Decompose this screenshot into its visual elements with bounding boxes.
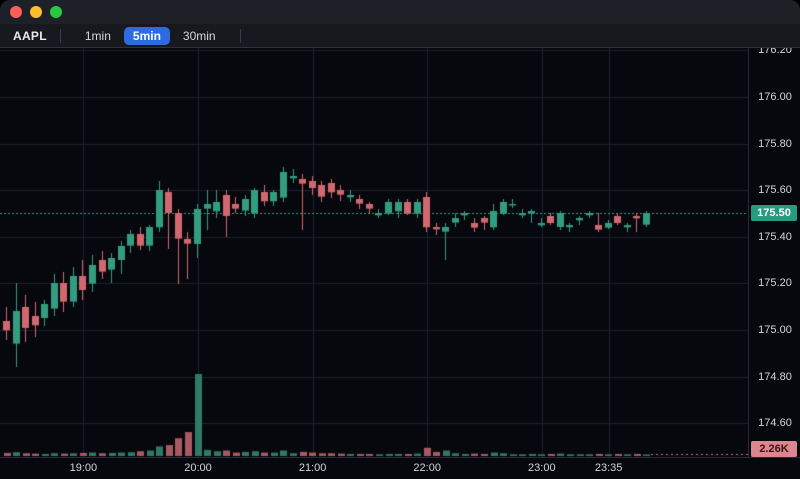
price-tick-label: 175.60 xyxy=(758,184,792,197)
toolbar-divider xyxy=(59,28,61,43)
time-tick-label: 23:35 xyxy=(594,462,623,474)
time-tick-label: 21:00 xyxy=(298,462,327,474)
price-tick-label: 175.80 xyxy=(758,137,792,150)
last-volume-badge: 2.26K xyxy=(751,441,797,457)
timeframe-button-30min[interactable]: 30min xyxy=(174,27,225,45)
timeframe-button-1min[interactable]: 1min xyxy=(76,27,120,45)
time-tick-label: 20:00 xyxy=(184,462,212,474)
candlestick-chart-canvas[interactable] xyxy=(0,48,748,457)
close-button[interactable] xyxy=(10,6,22,18)
price-tick-label: 175.20 xyxy=(758,277,792,290)
last-price-badge: 175.50 xyxy=(751,205,797,222)
toolbar: AAPL 1min 5min 30min xyxy=(0,24,800,48)
chart-pane: 175.50 2.26K 176.20 176.00 175.80 175.60 175… xyxy=(0,48,800,457)
price-tick-label: 176.20 xyxy=(758,48,792,57)
time-axis[interactable]: 19:00 20:00 21:00 22:00 23:00 23:35 xyxy=(0,457,800,479)
time-tick-label: 22:00 xyxy=(413,462,441,474)
time-tick-label: 19:00 xyxy=(69,462,98,474)
zoom-button[interactable] xyxy=(50,6,62,18)
toolbar-divider xyxy=(239,28,241,43)
price-tick-label: 174.80 xyxy=(758,370,792,383)
symbol-label: AAPL xyxy=(13,28,47,43)
minimize-button[interactable] xyxy=(30,6,42,18)
timeframe-button-5min[interactable]: 5min xyxy=(123,26,170,45)
price-tick-label: 174.60 xyxy=(758,417,792,430)
price-tick-label: 175.40 xyxy=(758,230,792,243)
time-tick-label: 23:00 xyxy=(528,462,556,474)
price-tick-label: 175.00 xyxy=(758,323,792,336)
price-tick-label: 176.00 xyxy=(758,90,792,103)
titlebar[interactable] xyxy=(0,0,800,24)
price-axis[interactable]: 175.50 2.26K 176.20 176.00 175.80 175.60 175… xyxy=(748,48,800,457)
